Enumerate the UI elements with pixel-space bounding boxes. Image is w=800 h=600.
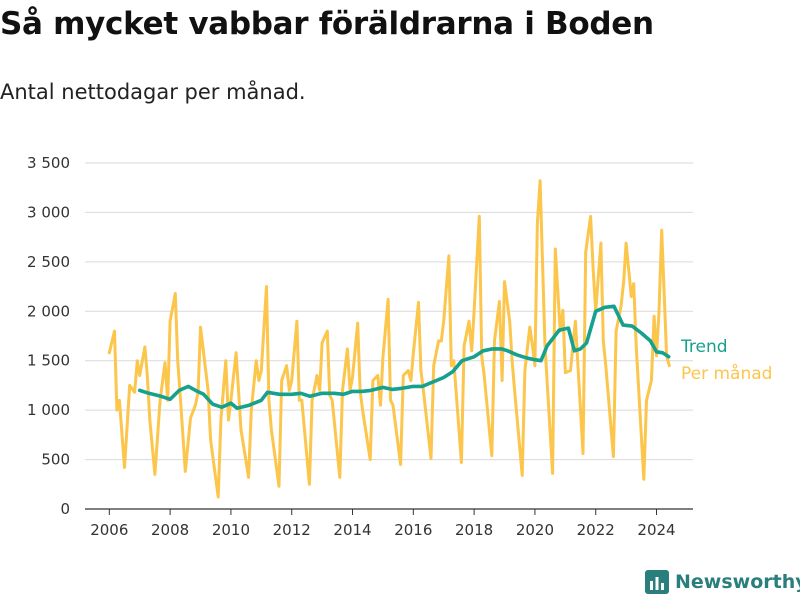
series-lines <box>107 179 671 499</box>
chart-title: Så mycket vabbar föräldrarna i Boden <box>0 6 654 42</box>
x-tick-label: 2014 <box>333 521 371 539</box>
x-axis: 2006 2008 2010 2012 2014 2016 2018 2020 2022 2024 <box>85 508 693 539</box>
y-tick-label: 2 500 <box>27 253 70 271</box>
y-tick-label: 1 000 <box>27 401 70 419</box>
x-tick-label: 2006 <box>90 521 128 539</box>
bar-chart-icon <box>645 570 669 594</box>
y-tick-label: 500 <box>41 451 70 469</box>
x-tick-label: 2010 <box>212 521 250 539</box>
legend-trend: Trend <box>680 337 728 357</box>
y-tick-label: 0 <box>60 500 70 518</box>
y-tick-label: 3 000 <box>27 203 70 221</box>
y-tick-label: 1 500 <box>27 352 70 370</box>
x-tick-label: 2018 <box>455 521 493 539</box>
x-tick-label: 2020 <box>516 521 554 539</box>
x-tick-label: 2022 <box>577 521 615 539</box>
x-tick-label: 2024 <box>637 521 675 539</box>
legend: Trend Per månad <box>680 337 772 384</box>
x-tick-label: 2012 <box>273 521 311 539</box>
series-trend-line <box>137 304 671 410</box>
legend-per-manad: Per månad <box>681 363 772 384</box>
y-tick-label: 2 000 <box>27 302 70 320</box>
series-per-manad-line <box>107 179 671 499</box>
brand-name: Newsworthy <box>675 571 800 593</box>
y-axis-ticks: 0 500 1 000 1 500 2 000 2 500 3 000 3 500 <box>27 154 70 518</box>
newsworthy-logo: Newsworthy <box>645 570 800 594</box>
y-tick-label: 3 500 <box>27 154 70 172</box>
chart-subtitle: Antal nettodagar per månad. <box>0 80 306 104</box>
x-tick-label: 2016 <box>394 521 432 539</box>
x-tick-label: 2008 <box>151 521 189 539</box>
